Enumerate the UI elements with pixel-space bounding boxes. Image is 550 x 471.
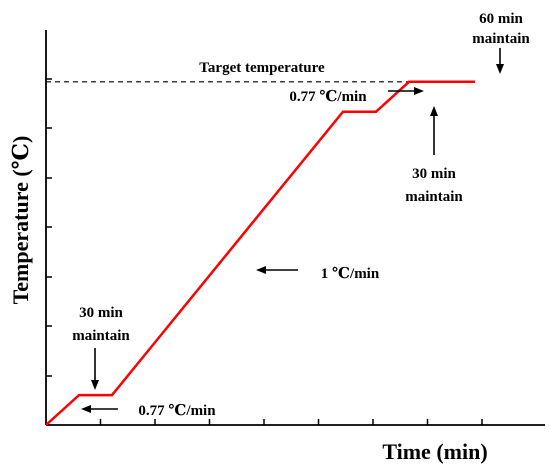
- hold-60-label-line2: maintain: [472, 31, 530, 47]
- arrow-hold-30-lower-head: [91, 380, 99, 390]
- hold-30-upper-label-line2: maintain: [405, 189, 463, 205]
- rate-middle-label: 1 ℃/min: [321, 266, 380, 282]
- hold-30-lower-label-line2: maintain: [72, 328, 130, 344]
- rate-bottom-label: 0.77 ℃/min: [138, 403, 216, 419]
- x-ticks: [99, 419, 483, 425]
- x-axis-title: Time (min): [382, 439, 487, 464]
- arrow-rate-bottom-head: [81, 405, 91, 413]
- arrow-rate-top-head: [414, 87, 424, 95]
- arrow-hold-30-upper-head: [430, 106, 438, 116]
- temperature-series-line: [45, 80, 475, 426]
- arrow-hold-60: [496, 48, 504, 74]
- arrow-hold-60-head: [496, 64, 504, 74]
- hold-30-upper-label-line1: 30 min: [412, 166, 456, 182]
- annotation-arrows: [81, 48, 504, 413]
- y-ticks: [46, 78, 52, 377]
- arrow-hold-30-lower: [91, 348, 99, 390]
- y-axis-title: Temperature (℃): [8, 136, 33, 305]
- axes: [45, 30, 545, 426]
- arrow-rate-middle-head: [256, 266, 266, 274]
- arrow-rate-bottom: [81, 405, 118, 413]
- arrow-hold-30-upper: [430, 106, 438, 155]
- arrow-rate-middle: [256, 266, 298, 274]
- arrow-rate-top: [388, 87, 424, 95]
- target-temperature-label: Target temperature: [199, 60, 325, 76]
- hold-60-label-line1: 60 min: [479, 11, 523, 27]
- hold-30-lower-label-line1: 30 min: [79, 305, 123, 321]
- rate-top-label: 0.77 ℃/min: [289, 89, 367, 105]
